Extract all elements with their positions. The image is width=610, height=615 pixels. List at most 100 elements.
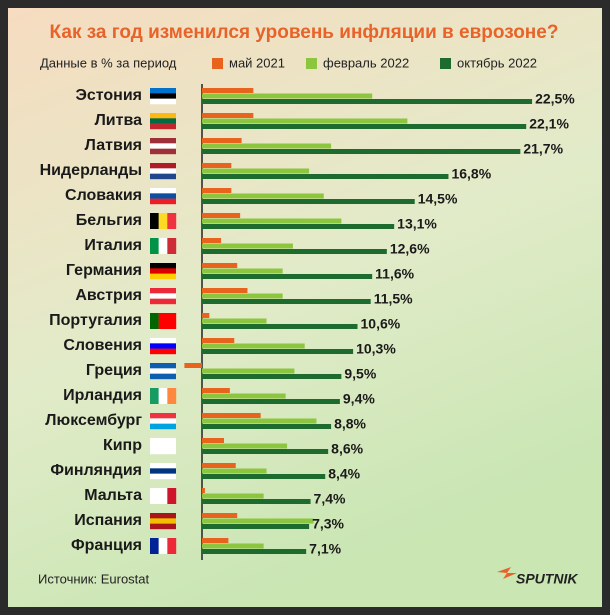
category-label: Франция xyxy=(71,537,142,554)
flag-part xyxy=(150,238,159,254)
flag-part xyxy=(158,388,168,404)
bar xyxy=(202,268,283,274)
bar xyxy=(202,543,264,549)
category-label: Словения xyxy=(63,337,142,354)
bar xyxy=(202,274,373,279)
bar xyxy=(202,199,415,204)
flag-part xyxy=(150,138,176,144)
value-label: 14,5% xyxy=(418,191,458,207)
legend-label: октябрь 2022 xyxy=(457,55,537,70)
category-label: Кипр xyxy=(103,437,142,454)
bar xyxy=(202,113,254,118)
flag-part xyxy=(158,313,168,329)
bar xyxy=(202,513,238,518)
flag-part xyxy=(150,418,176,424)
bar xyxy=(202,249,387,254)
bar xyxy=(202,463,236,468)
flag-part xyxy=(150,173,176,180)
bar xyxy=(202,418,317,424)
bar xyxy=(202,288,248,293)
flag-part xyxy=(150,413,176,419)
flag-part xyxy=(150,118,176,124)
value-label: 13,1% xyxy=(397,216,437,232)
legend-label: февраль 2022 xyxy=(323,55,409,70)
legend-swatch xyxy=(440,58,451,69)
category-label: Латвия xyxy=(85,137,142,154)
flag-part xyxy=(150,98,176,105)
chart-title: Как за год изменился уровень инфляции в … xyxy=(50,22,559,43)
bar xyxy=(202,493,264,499)
bar xyxy=(202,393,286,399)
bar xyxy=(202,443,288,449)
legend-label: май 2021 xyxy=(229,55,285,70)
value-label: 12,6% xyxy=(390,241,430,257)
value-label: 11,5% xyxy=(374,291,413,307)
flag-part xyxy=(150,348,176,355)
bar xyxy=(202,399,340,404)
category-label: Италия xyxy=(84,237,142,254)
flag-part xyxy=(158,238,168,254)
logo-icon xyxy=(497,567,517,579)
flag-part xyxy=(150,473,176,480)
flag-part xyxy=(150,523,176,530)
bar xyxy=(202,93,373,99)
flag-part xyxy=(150,448,176,455)
value-label: 9,4% xyxy=(343,391,375,407)
flag-part xyxy=(150,163,176,169)
category-label: Эстония xyxy=(75,87,142,104)
flag-part xyxy=(150,188,176,194)
logo: SPUTNIK xyxy=(516,571,578,587)
bar xyxy=(202,174,449,179)
flag-part xyxy=(167,388,177,404)
flag-part xyxy=(150,213,159,229)
flag-part xyxy=(150,538,159,554)
bar xyxy=(202,193,324,199)
bar xyxy=(202,468,267,474)
flag-part xyxy=(158,488,168,504)
flag-part xyxy=(150,193,176,199)
flag-part xyxy=(158,538,168,554)
bar xyxy=(202,374,342,379)
bar xyxy=(202,118,408,124)
flag-part xyxy=(150,363,176,369)
category-label: Люксембург xyxy=(45,412,142,429)
category-label: Нидерланды xyxy=(40,162,142,179)
flag-part xyxy=(150,268,176,274)
category-label: Португалия xyxy=(49,312,142,329)
bar xyxy=(202,518,314,524)
bar xyxy=(202,388,230,393)
flag-part xyxy=(150,288,176,294)
flag-part xyxy=(150,88,176,94)
value-label: 22,1% xyxy=(529,116,569,132)
value-label: 7,1% xyxy=(309,541,341,557)
flag-part xyxy=(150,443,176,449)
value-label: 8,6% xyxy=(331,441,363,457)
flag-part xyxy=(150,423,176,430)
bar xyxy=(202,149,521,154)
value-label: 16,8% xyxy=(451,166,491,182)
value-label: 7,4% xyxy=(314,491,346,507)
bar xyxy=(202,338,235,343)
category-label: Бельгия xyxy=(76,212,142,229)
bar xyxy=(202,313,210,318)
flag-part xyxy=(150,148,176,155)
bar xyxy=(202,318,267,324)
flag-part xyxy=(150,373,176,380)
category-label: Германия xyxy=(66,262,142,279)
category-label: Мальта xyxy=(84,487,142,504)
category-label: Ирландия xyxy=(63,387,142,404)
value-label: 22,5% xyxy=(535,91,575,107)
flag-part xyxy=(150,113,176,119)
value-label: 9,5% xyxy=(344,366,376,382)
flag-part xyxy=(150,388,159,404)
flag-part xyxy=(150,298,176,305)
flag-part xyxy=(150,338,176,344)
bar xyxy=(202,213,241,218)
bar xyxy=(202,538,229,543)
bar xyxy=(202,449,329,454)
flag-part xyxy=(150,143,176,149)
bar xyxy=(202,88,254,93)
flag-part xyxy=(150,293,176,299)
background xyxy=(8,8,602,607)
